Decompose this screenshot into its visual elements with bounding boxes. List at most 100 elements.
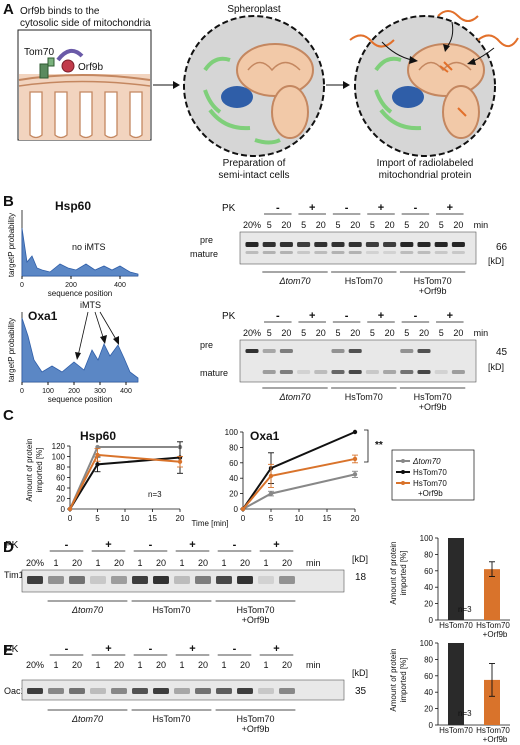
oxa1-gel-header: PK - + - + - +20% 5 20 5 20 5 20 5 20 5 20 5 20 min (222, 310, 488, 338)
oxa1-pk-sign: + (447, 310, 453, 322)
oxa1-band (314, 370, 328, 374)
oac1-group-hstom70-orf: HsTom70 (236, 714, 274, 724)
hsp60-band (383, 251, 397, 254)
oxa1-pk-sign: + (378, 310, 384, 322)
oxa1-band (400, 349, 414, 353)
hsp60-targetp-profile (21, 210, 139, 279)
oxa1-lane-label: 20 (281, 328, 291, 338)
d-n-label: n=3 (458, 605, 472, 614)
oxa1-band (365, 370, 379, 374)
hsp60-lane-label: 5 (335, 220, 340, 230)
orf9b-label: Orf9b (78, 62, 103, 73)
tim17-pk-sign: + (189, 539, 195, 551)
oac1-y-tick-label: 80 (424, 655, 433, 664)
oxa1-lane-label: 20 (316, 328, 326, 338)
caption-mito-protein: mitochondrial protein (379, 170, 472, 181)
oxa1-band (348, 370, 362, 374)
oxa1-xlabel: sequence position (48, 395, 113, 404)
oxa1-pk-sign: - (276, 310, 280, 322)
hsp60-band (365, 251, 379, 254)
oac1-gel-blot (21, 679, 345, 701)
oxa1-gel-groups: Δtom70 HsTom70 HsTom70+Orf9b (262, 387, 466, 412)
e-cat-hstom70: HsTom70 (439, 726, 473, 735)
oxa1-xtick: 100 (42, 388, 54, 395)
tim17-band (132, 576, 148, 584)
e-bar-ylabel-line2: imported [%] (399, 658, 408, 703)
oxa1-x-tick-label: 20 (351, 514, 360, 523)
oac1-pk-sign: + (105, 643, 111, 655)
e-cat-hstom70-orf: HsTom70 (476, 726, 510, 735)
hsp60-x-tick-label: 5 (95, 514, 100, 523)
oac1-y-tick-label: 100 (420, 639, 434, 648)
tim17-pk-sign: + (273, 539, 279, 551)
oac1-lane-label: 20 (72, 660, 82, 670)
oac1-band (195, 688, 211, 694)
hsp60-y-tick-label: 80 (56, 463, 65, 472)
oac1-pk-sign: + (189, 643, 195, 655)
hsp60-lane-label: 5 (370, 220, 375, 230)
panel-letter-d: D (3, 539, 14, 556)
legend-dtom70: Δtom70 (412, 457, 441, 466)
oxa1-data-point (268, 491, 274, 496)
oac1-min-label: min (306, 660, 321, 670)
tim17-pk-sign: - (65, 539, 69, 551)
oxa1-group-dtom70: Δtom70 (278, 392, 310, 402)
tim17-gel-header: PK - + - + - +20% 1 20 1 20 1 20 1 20 1 20 1 20 min (5, 539, 321, 568)
panel-letter-c: C (3, 407, 14, 424)
hsp60-data-point (95, 462, 100, 467)
hsp60-group-hstom70-orf: HsTom70 (414, 276, 452, 286)
oxa1-pk-sign: - (345, 310, 349, 322)
hsp60-chart-title: Hsp60 (80, 429, 116, 443)
tim17-band (153, 576, 169, 584)
oac1-pk-sign: - (149, 643, 153, 655)
oac1-membrane (21, 679, 345, 701)
tim17-band (48, 576, 64, 584)
hsp60-lane-label: 20 (316, 220, 326, 230)
oac1-lane-label: 1 (137, 660, 142, 670)
oxa1-lane-label: 20 (350, 328, 360, 338)
hsp60-y-tick-label: 40 (56, 484, 65, 493)
tim17-band (27, 576, 43, 584)
caption-import: Import of radiolabeled (377, 158, 474, 169)
panel-a-title-line1: Orf9b binds to the (20, 6, 100, 17)
hsp60-lane-label: 20 (281, 220, 291, 230)
oxa1-band (279, 370, 293, 374)
tim17-y-tick-label: 80 (424, 550, 433, 559)
oxa1-lane-label: 20 (419, 328, 429, 338)
hsp60-band (348, 242, 362, 247)
oac1-band (279, 688, 295, 694)
hsp60-band (314, 251, 328, 254)
oac1-bar (448, 643, 464, 725)
oxa1-x-tick-label: 5 (269, 514, 274, 523)
oxa1-marker: 45 (496, 347, 508, 358)
tim17-bar (448, 538, 464, 620)
oac1-lane-label: 20 (156, 660, 166, 670)
hsp60-band (331, 242, 345, 247)
oac1-lane-label: 1 (179, 660, 184, 670)
oac1-lane-label: 20 (198, 660, 208, 670)
oxa1-chart-title: Oxa1 (250, 429, 280, 443)
caption-semi-intact: semi-intact cells (218, 170, 289, 181)
oxa1-lane-label: 20% (243, 328, 261, 338)
oxa1-xtick: 300 (94, 388, 106, 395)
oac1-bar (484, 679, 500, 725)
oxa1-data-point (268, 473, 274, 479)
oxa1-y-tick-label: 40 (229, 474, 238, 483)
panel-a-title-line2: cytosolic side of mitochondria (20, 18, 151, 29)
e-kd: [kD] (352, 668, 368, 678)
hsp60-band (417, 251, 431, 254)
hsp60-lane-label: 20 (350, 220, 360, 230)
oxa1-group-hstom70-orf: HsTom70 (414, 392, 452, 402)
hsp60-data-point (177, 459, 183, 464)
hsp60-band (314, 242, 328, 247)
oxa1-data-point (240, 506, 246, 512)
oxa1-xtick: 0 (20, 388, 24, 395)
oxa1-band (417, 370, 431, 374)
tim17-lane-label: 1 (179, 558, 184, 568)
d-protein: Tim17 (4, 570, 29, 580)
hsp60-xtick: 400 (114, 282, 126, 289)
tim17-lane-label: 1 (263, 558, 268, 568)
chart-legend (391, 449, 475, 501)
hsp60-gel-header: PK - + - + - +20% 5 20 5 20 5 20 5 20 5 20 5 20 min (222, 202, 488, 230)
oac1-lane-label: 20 (282, 660, 292, 670)
